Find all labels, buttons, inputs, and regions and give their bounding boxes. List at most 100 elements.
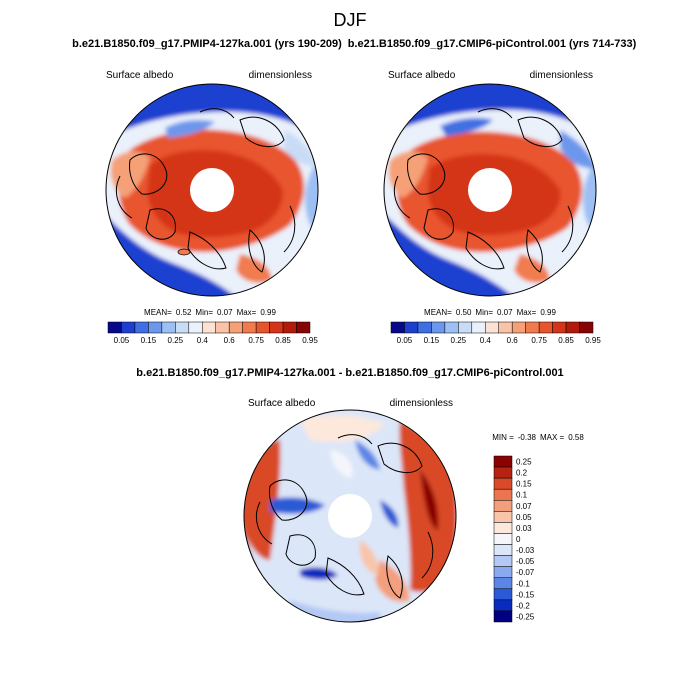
panel-pmip4-max-value: 0.99: [260, 308, 276, 317]
colorbar-pmip4-swatch: [215, 321, 230, 334]
colorbar-difference-swatch: [493, 466, 513, 479]
colorbar-difference-tick-label: 0.25: [516, 458, 532, 467]
colorbar-difference-swatch: [493, 555, 513, 567]
panel-pmip4: b.e21.B1850.f09_g17.PMIP4-127ka.001 (yrs…: [72, 38, 342, 345]
panel-picontrol-title: b.e21.B1850.f09_g17.CMIP6-piControl.001 …: [348, 38, 637, 50]
colorbar-difference-tick-label: 0.1: [516, 491, 528, 500]
colorbar-difference-swatch: [493, 566, 513, 578]
panel-difference-stats: MIN = -0.38 MAX = 0.58: [492, 433, 584, 442]
panel-difference-colorbar: 0.25 0.2 0.15 0.1 0.07 0.05 0.03 0 -0.03 -0.05 -0.…: [493, 455, 535, 623]
colorbar-difference-swatch: [493, 477, 513, 490]
colorbar-pmip4-swatch: [255, 321, 270, 334]
panel-difference-map: [244, 410, 456, 622]
colorbar-pmip4-swatch: [202, 321, 216, 334]
colorbar-pmip4-swatch: [188, 321, 203, 334]
colorbar-difference-swatch: [493, 544, 513, 556]
colorbar-pmip4-swatch: [107, 321, 122, 334]
colorbar-difference-tick-label: 0.03: [516, 524, 532, 533]
panel-picontrol-max-value: 0.99: [540, 308, 556, 317]
panel-picontrol-units-label: dimensionless: [530, 70, 593, 81]
colorbar-picontrol-swatch: [404, 321, 419, 334]
panel-pmip4-units-label: dimensionless: [249, 70, 312, 81]
colorbar-picontrol-swatch: [525, 321, 540, 334]
colorbar-pmip4-swatch: [121, 321, 136, 334]
colorbar-picontrol-swatch: [552, 321, 567, 334]
colorbar-pmip4-tick-label: 0.25: [168, 336, 184, 345]
colorbar-difference-tick-label: 0.15: [516, 480, 532, 489]
colorbar-pmip4-tick-label: 0.95: [302, 336, 318, 345]
panel-pmip4-mean-label: MEAN=: [144, 308, 172, 317]
colorbar-pmip4-tick-label: 0.85: [275, 336, 291, 345]
colorbar-pmip4-swatch: [269, 321, 284, 334]
colorbar-difference-swatch: [493, 455, 513, 468]
colorbar-pmip4-tick-label: 0.15: [141, 336, 157, 345]
colorbar-difference-swatch: [493, 488, 513, 501]
colorbar-pmip4-swatch: [228, 321, 243, 334]
panel-pmip4-title: b.e21.B1850.f09_g17.PMIP4-127ka.001 (yrs…: [72, 38, 342, 50]
colorbar-picontrol-tick-label: 0.25: [451, 336, 467, 345]
colorbar-pmip4-tick-label: 0.75: [248, 336, 264, 345]
panel-picontrol-mean-value: 0.50: [456, 308, 472, 317]
panel-picontrol-colorbar: 0.05 0.15 0.25 0.4 0.6 0.75 0.85 0.95: [390, 321, 601, 345]
colorbar-difference-tick-label: -0.1: [516, 579, 530, 588]
colorbar-difference-tick-label: 0: [516, 535, 521, 544]
colorbar-picontrol-tick-label: 0.4: [480, 336, 492, 345]
colorbar-difference-tick-label: -0.03: [516, 546, 535, 555]
colorbar-difference-swatch: [493, 533, 513, 545]
panel-picontrol-max-label: Max=: [517, 308, 537, 317]
colorbar-picontrol-swatch: [417, 321, 432, 334]
colorbar-pmip4-tick-label: 0.05: [114, 336, 130, 345]
colorbar-difference-tick-label: 0.07: [516, 502, 532, 511]
panel-pmip4-mean-value: 0.52: [176, 308, 192, 317]
panel-pmip4-max-label: Max=: [237, 308, 257, 317]
colorbar-difference-swatch: [493, 511, 513, 523]
colorbar-picontrol-swatch: [471, 321, 486, 334]
colorbar-difference-swatch: [493, 610, 513, 623]
colorbar-difference-tick-label: -0.25: [516, 612, 535, 621]
colorbar-picontrol-swatch: [498, 321, 513, 334]
panel-picontrol: b.e21.B1850.f09_g17.CMIP6-piControl.001 …: [348, 38, 637, 345]
colorbar-picontrol-swatch: [579, 321, 594, 334]
colorbar-difference-tick-label: -0.05: [516, 557, 535, 566]
colorbar-picontrol-tick-label: 0.85: [558, 336, 574, 345]
colorbar-pmip4-swatch: [148, 321, 163, 334]
colorbar-difference-swatch: [493, 599, 513, 612]
colorbar-difference-tick-label: -0.07: [516, 568, 535, 577]
colorbar-picontrol-swatch: [485, 321, 499, 334]
colorbar-difference-tick-label: 0.05: [516, 513, 532, 522]
panel-difference-min-label: MIN =: [492, 433, 514, 442]
panel-picontrol-mean-label: MEAN=: [424, 308, 452, 317]
panel-difference-min-value: -0.38: [518, 433, 537, 442]
colorbar-picontrol-swatch: [511, 321, 526, 334]
panel-pmip4-min-value: 0.07: [217, 308, 233, 317]
colorbar-difference-swatch: [493, 588, 513, 601]
colorbar-picontrol-swatch: [444, 321, 459, 334]
panel-picontrol-min-value: 0.07: [497, 308, 513, 317]
panel-pmip4-variable-label: Surface albedo: [106, 70, 174, 81]
colorbar-difference-swatch: [493, 500, 513, 512]
colorbar-picontrol-swatch: [431, 321, 446, 334]
colorbar-picontrol-swatch: [458, 321, 473, 334]
colorbar-difference-swatch: [493, 577, 513, 590]
colorbar-picontrol-tick-label: 0.05: [397, 336, 413, 345]
colorbar-picontrol-tick-label: 0.95: [585, 336, 601, 345]
colorbar-picontrol-tick-label: 0.6: [507, 336, 519, 345]
panel-pmip4-stats: MEAN= 0.52 Min= 0.07 Max= 0.99: [144, 308, 276, 317]
colorbar-picontrol-tick-label: 0.75: [531, 336, 547, 345]
colorbar-difference-tick-label: 0.2: [516, 469, 528, 478]
colorbar-pmip4-swatch: [242, 321, 257, 334]
panel-difference-units-label: dimensionless: [390, 398, 453, 409]
panel-pmip4-min-label: Min=: [195, 308, 213, 317]
colorbar-difference-swatch: [493, 522, 513, 534]
colorbar-pmip4-tick-label: 0.4: [197, 336, 209, 345]
panel-difference-max-value: 0.58: [568, 433, 584, 442]
colorbar-picontrol-swatch: [538, 321, 553, 334]
panel-difference-variable-label: Surface albedo: [248, 398, 316, 409]
panel-pmip4-map: [106, 84, 318, 296]
colorbar-pmip4-tick-label: 0.6: [224, 336, 236, 345]
panel-difference-max-label: MAX =: [540, 433, 565, 442]
colorbar-pmip4-swatch: [282, 321, 297, 334]
panel-picontrol-min-label: Min=: [475, 308, 493, 317]
colorbar-picontrol-swatch: [390, 321, 405, 334]
panel-difference-title: b.e21.B1850.f09_g17.PMIP4-127ka.001 - b.…: [136, 367, 563, 379]
